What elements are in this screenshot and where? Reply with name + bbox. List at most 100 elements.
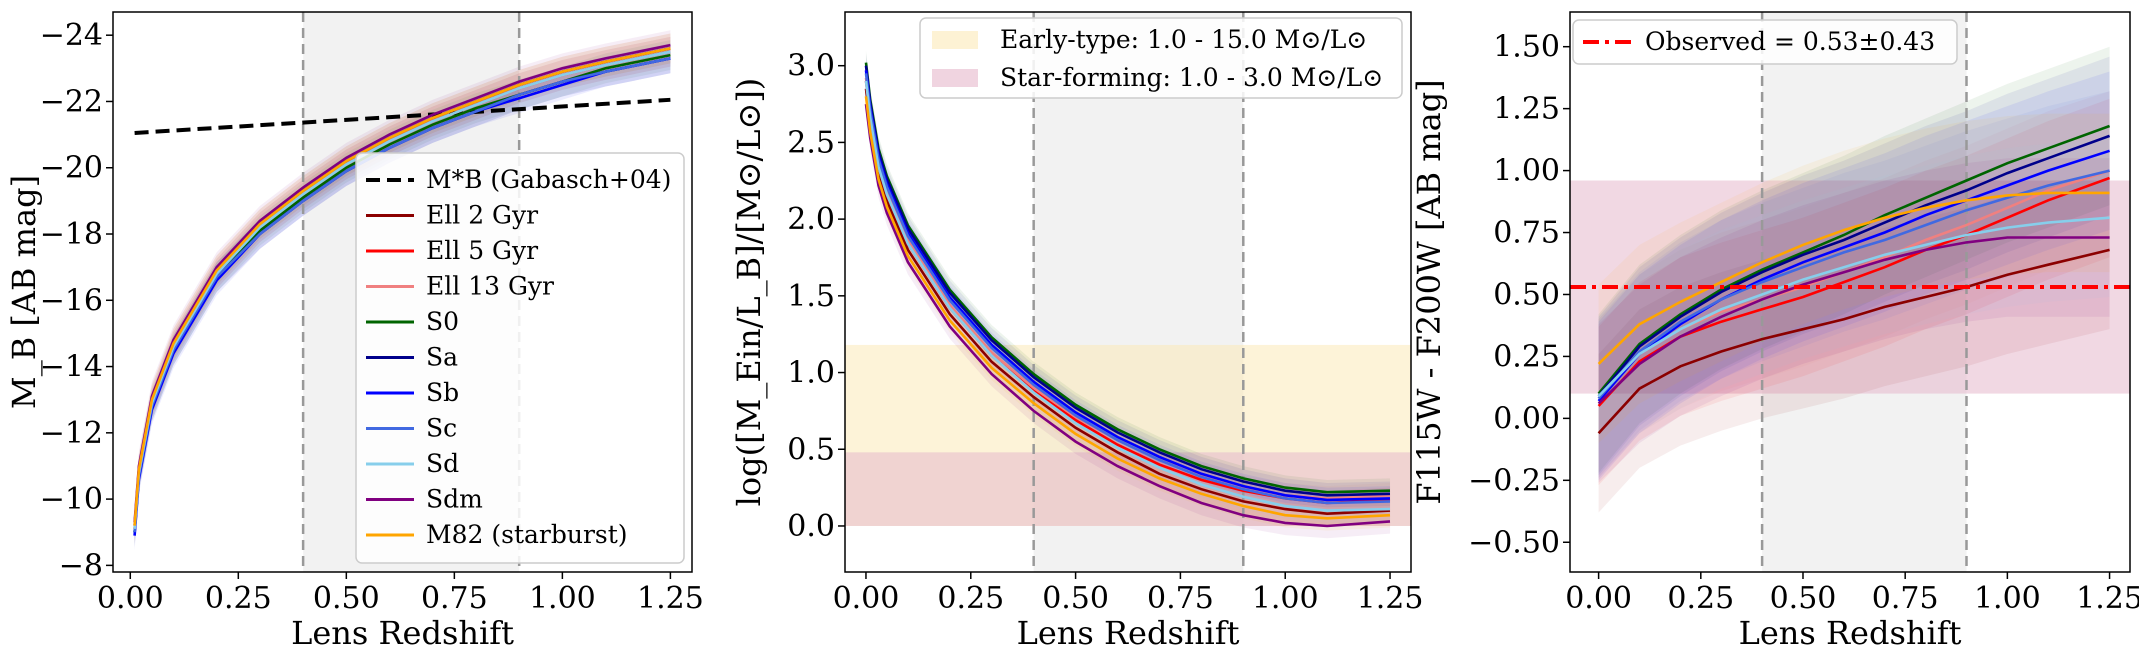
series-line-sc: [864, 73, 1391, 505]
uncertainty-band-4: [1598, 46, 2110, 473]
y-axis-label: log([M_Ein/L_B]/[M⊙/L⊙]): [730, 78, 768, 507]
series-line-sb: [1597, 149, 2110, 402]
y-tick-label: −14: [40, 350, 103, 385]
legend-swatch: [932, 31, 978, 49]
y-tick-label: 1.00: [1493, 154, 1560, 189]
series-line-sc: [1597, 169, 2110, 400]
x-tick-label: 0.00: [97, 581, 164, 616]
series-line-ell-2-gyr: [864, 88, 1391, 516]
uncertainty-band-3: [1598, 91, 2110, 478]
y-tick-label: −0.50: [1468, 525, 1560, 560]
y-tick-label: 1.50: [1493, 30, 1560, 65]
x-tick-label: 1.00: [1252, 581, 1319, 616]
legend-box: [355, 152, 685, 564]
panel-3: 0.00 0.25 0.50 0.75 1.00 1.25 −0.50 −0.25 0.00 0.…: [1410, 11, 2139, 652]
uncertainty-band-1: [1598, 170, 2110, 513]
x-tick-label: 0.25: [1667, 581, 1734, 616]
axes-frame: [844, 11, 1412, 573]
uncertainty-band-6: [134, 43, 671, 551]
uncertainty-band-7: [134, 43, 671, 548]
x-tick-label: 0.50: [1770, 581, 1837, 616]
x-axis-label: Lens Redshift: [1017, 614, 1240, 652]
plot-area: [133, 12, 671, 572]
axes-frame: [1569, 11, 2131, 573]
y-tick-label: 0.00: [1493, 401, 1560, 436]
y-tick-label: 0.0: [787, 509, 835, 544]
panel-1: 0.00 0.25 0.50 0.75 1.00 1.25 −24 −22 −20 −18 −16 −…: [5, 11, 704, 652]
legend-label: Sb: [426, 378, 459, 407]
y-tick-label: 2.5: [787, 125, 835, 160]
x-tick-label: 0.75: [1872, 581, 1939, 616]
x-tick-label: 1.25: [2076, 581, 2139, 616]
legend-label: Sa: [426, 343, 458, 372]
y-axis-label: F115W - F200W [AB mag]: [1410, 79, 1448, 504]
x-tick-label: 1.25: [637, 581, 704, 616]
x-tick-label: 0.50: [1042, 581, 1109, 616]
legend-label: Ell 5 Gyr: [426, 236, 538, 265]
x-tick-label: 0.25: [937, 581, 1004, 616]
x-tick-label: 1.25: [1357, 581, 1424, 616]
y-tick-label: −0.25: [1468, 463, 1560, 498]
x-tick-label: 0.00: [1565, 581, 1632, 616]
y-tick-label: 0.50: [1493, 277, 1560, 312]
y-tick-label: −10: [40, 482, 103, 517]
legend-label: M82 (starburst): [426, 520, 628, 549]
series-line-sa: [1597, 134, 2111, 397]
y-tick-label: 0.75: [1493, 216, 1560, 251]
x-tick-label: 0.00: [833, 581, 900, 616]
axes-frame: [112, 11, 693, 573]
y-tick-label: −16: [40, 283, 103, 318]
uncertainty-band-7: [1598, 91, 2110, 478]
series-line-sdm: [864, 103, 1391, 528]
series-line-sa: [864, 65, 1391, 497]
x-tick-label: 1.00: [529, 581, 596, 616]
y-tick-label: −22: [40, 84, 103, 119]
legend-box: [919, 17, 1403, 99]
gabasch-reference-line: [134, 97, 671, 135]
y-tick-label: −24: [40, 18, 103, 53]
y-axis-label: M_B [AB mag]: [5, 175, 43, 409]
y-tick-label: 0.5: [787, 432, 835, 467]
plot-area: [1570, 12, 2130, 572]
y-tick-label: −18: [40, 217, 103, 252]
series-line-s0: [1597, 124, 2111, 395]
y-tick-label: 1.25: [1493, 92, 1560, 127]
panel-2: 0.00 0.25 0.50 0.75 1.00 1.25 0.0 0.5 1.0 1.5 2.0 2…: [730, 11, 1424, 652]
x-axis-label: Lens Redshift: [291, 614, 514, 652]
legend-box: [1572, 19, 1958, 65]
uncertainty-band-8: [1598, 138, 2110, 476]
y-tick-label: −8: [59, 548, 103, 583]
plot-area: [845, 12, 1411, 572]
series-line-sdm: [1597, 236, 2110, 405]
series-line-ell-2-gyr: [1597, 248, 2110, 435]
x-tick-label: 0.75: [421, 581, 488, 616]
x-tick-label: 1.00: [1974, 581, 2041, 616]
y-tick-label: 2.0: [787, 202, 835, 237]
x-tick-label: 0.25: [205, 581, 272, 616]
legend-label: Ell 13 Gyr: [426, 272, 554, 301]
x-tick-label: 0.50: [313, 581, 380, 616]
uncertainty-band-5: [1598, 56, 2110, 476]
legend-label: Observed = 0.53±0.43: [1645, 27, 1935, 56]
x-axis-label: Lens Redshift: [1739, 614, 1962, 652]
legend-label: Ell 2 Gyr: [426, 201, 538, 230]
legend-label: Sc: [426, 414, 457, 443]
y-tick-label: 1.5: [787, 279, 835, 314]
uncertainty-band-5: [134, 43, 671, 548]
legend-label: Star-forming: 1.0 - 3.0 M⊙/L⊙: [1000, 63, 1383, 92]
legend-swatch: [932, 69, 978, 87]
legend-label: M*B (Gabasch+04): [426, 165, 671, 194]
legend-label: S0: [426, 307, 459, 336]
legend-label: Sd: [426, 449, 459, 478]
series-line-m82-starburst-: [864, 96, 1391, 520]
x-tick-label: 0.75: [1147, 581, 1214, 616]
y-tick-label: −12: [40, 416, 103, 451]
series-line-sd: [1597, 216, 2110, 398]
y-tick-label: 1.0: [787, 356, 835, 391]
y-tick-label: −20: [40, 151, 103, 186]
legend-label: Sdm: [426, 485, 483, 514]
series-line-sd: [864, 80, 1391, 512]
series-line-m82-starburst-: [133, 47, 671, 526]
legend-label: Early-type: 1.0 - 15.0 M⊙/L⊙: [1000, 25, 1367, 54]
